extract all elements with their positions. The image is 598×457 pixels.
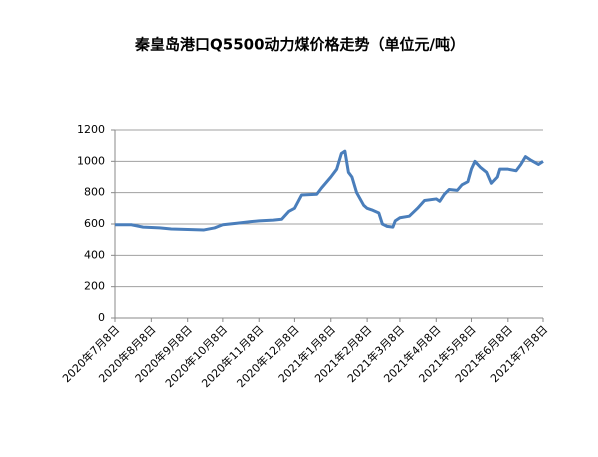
x-tick-label: 2020年12月8日 [234, 322, 302, 390]
y-tick-label: 200 [84, 280, 105, 293]
y-tick-label: 0 [98, 311, 105, 324]
y-tick-label: 1200 [77, 123, 105, 136]
x-tick-label: 2020年10月8日 [162, 322, 230, 390]
y-tick-label: 1000 [77, 154, 105, 167]
data-line [115, 149, 544, 232]
y-tick-label: 600 [84, 217, 105, 230]
y-tick-label: 800 [84, 186, 105, 199]
x-tick-label: 2020年11月8日 [199, 322, 267, 390]
y-tick-label: 400 [84, 248, 105, 261]
chart-title: 秦皇岛港口Q5500动力煤价格走势（单位元/吨） [134, 36, 465, 54]
